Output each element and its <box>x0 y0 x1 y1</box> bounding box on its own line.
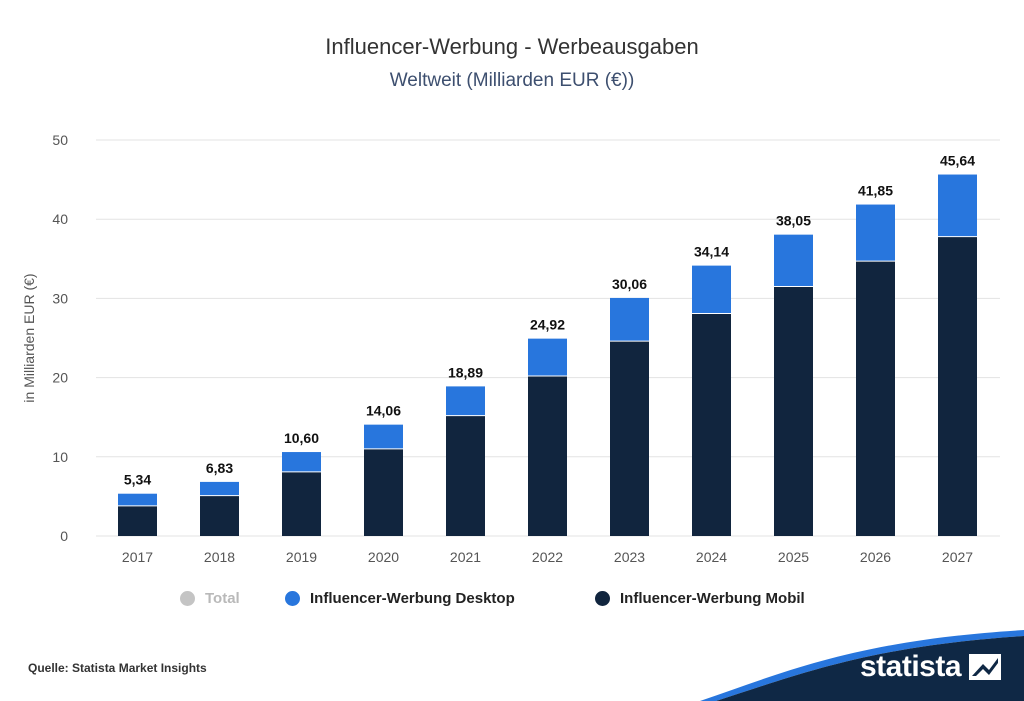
logo-text: statista <box>860 650 962 683</box>
legend-dot-total <box>180 591 195 606</box>
y-tick-label: 10 <box>52 449 68 465</box>
y-axis-ticks: 0 10 20 30 40 50 <box>52 132 68 544</box>
chart-subtitle: Weltweit (Milliarden EUR (€)) <box>389 70 635 91</box>
legend-dot-desktop <box>285 591 300 606</box>
bar-desktop <box>118 493 157 506</box>
logo-mark-icon <box>969 654 1002 680</box>
bar-total-label: 5,34 <box>124 472 151 488</box>
bar-total-label: 14,06 <box>366 403 401 419</box>
y-tick-label: 40 <box>52 211 68 227</box>
bar-mobil <box>692 313 731 536</box>
x-axis-ticks: 2017 2018 2019 2020 2021 2022 2023 2024 2025 2026… <box>122 549 973 565</box>
x-tick-label: 2027 <box>942 549 973 565</box>
legend-item-mobil[interactable]: Influencer-Werbung Mobil <box>595 590 805 607</box>
x-tick-label: 2018 <box>204 549 235 565</box>
x-tick-label: 2019 <box>286 549 317 565</box>
bar-mobil <box>118 505 157 536</box>
bar-mobil <box>446 415 485 536</box>
bar-mobil <box>774 286 813 536</box>
bar-mobil <box>938 236 977 536</box>
bar-desktop <box>856 204 895 262</box>
chart-title: Influencer-Werbung - Werbeausgaben <box>325 34 699 59</box>
bar-total-label: 6,83 <box>206 460 233 476</box>
bar-total-label: 34,14 <box>694 244 729 260</box>
bar-total-label: 30,06 <box>612 276 647 292</box>
bar-desktop <box>692 265 731 314</box>
bar-total-label: 41,85 <box>858 183 893 199</box>
legend-item-total[interactable]: Total <box>180 590 240 607</box>
legend: Total Influencer-Werbung Desktop Influen… <box>0 590 1024 614</box>
y-tick-label: 0 <box>60 528 68 544</box>
y-tick-label: 20 <box>52 370 68 386</box>
bar-total-label: 45,64 <box>940 153 975 169</box>
x-tick-label: 2023 <box>614 549 645 565</box>
x-tick-label: 2020 <box>368 549 399 565</box>
bar-desktop <box>528 338 567 377</box>
source-note: Quelle: Statista Market Insights <box>28 661 207 675</box>
bar-desktop <box>774 234 813 287</box>
bar-desktop <box>610 297 649 342</box>
bar-desktop <box>200 481 239 496</box>
footer-accent-stripe <box>700 630 1024 701</box>
bar-mobil <box>200 495 239 536</box>
legend-label-mobil: Influencer-Werbung Mobil <box>620 590 805 607</box>
x-tick-label: 2025 <box>778 549 809 565</box>
x-tick-label: 2024 <box>696 549 727 565</box>
y-tick-label: 50 <box>52 132 68 148</box>
bar-mobil <box>856 261 895 536</box>
bar-total-label: 24,92 <box>530 317 565 333</box>
bar-total-label: 18,89 <box>448 364 483 380</box>
x-tick-label: 2026 <box>860 549 891 565</box>
legend-dot-mobil <box>595 591 610 606</box>
bar-desktop <box>364 424 403 449</box>
bar-desktop <box>938 174 977 237</box>
x-tick-label: 2021 <box>450 549 481 565</box>
bar-desktop <box>282 452 321 472</box>
bar-mobil <box>528 376 567 536</box>
legend-label-desktop: Influencer-Werbung Desktop <box>310 590 515 607</box>
footer-dark-band <box>716 636 1024 701</box>
legend-item-desktop[interactable]: Influencer-Werbung Desktop <box>285 590 515 607</box>
y-axis-label: in Milliarden EUR (€) <box>21 273 37 402</box>
bar-mobil <box>364 448 403 536</box>
legend-label-total: Total <box>205 590 240 607</box>
bar-total-label: 38,05 <box>776 213 811 229</box>
bars: 5,34 6,83 10,60 14,06 18,89 24,92 30,06 34,14 38… <box>118 153 977 536</box>
x-tick-label: 2017 <box>122 549 153 565</box>
y-tick-label: 30 <box>52 290 68 306</box>
x-tick-label: 2022 <box>532 549 563 565</box>
statista-logo[interactable]: statista <box>860 650 1002 684</box>
bar-total-label: 10,60 <box>284 430 319 446</box>
bar-mobil <box>610 341 649 536</box>
bar-mobil <box>282 471 321 536</box>
bar-desktop <box>446 386 485 416</box>
